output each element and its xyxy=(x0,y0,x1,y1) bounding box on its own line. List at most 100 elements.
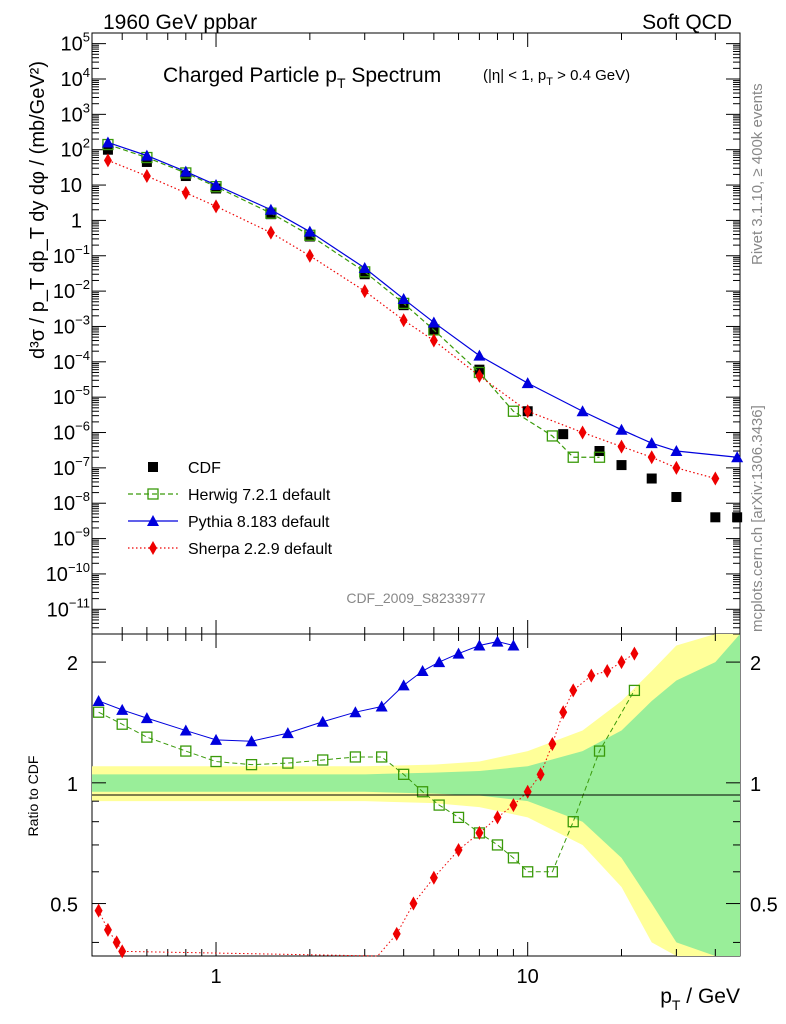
sherpa-point xyxy=(523,404,532,419)
sherpa-ratio-point xyxy=(409,896,418,911)
herwig-point xyxy=(546,430,559,442)
sherpa-ratio-point xyxy=(475,825,484,840)
pythia-ratio-point xyxy=(140,712,153,724)
sherpa-point xyxy=(181,185,190,200)
herwig-ratio-point xyxy=(522,866,534,878)
sherpa-ratio-point xyxy=(509,798,518,813)
plot-title: Charged Particle pT Spectrum xyxy=(163,64,441,91)
sherpa-ratio-point xyxy=(103,922,112,937)
ratio-y-axis-label: Ratio to CDF xyxy=(25,756,41,837)
pythia-ratio-point xyxy=(245,735,258,747)
sherpa-point xyxy=(578,425,587,440)
herwig-ratio-point xyxy=(141,731,153,743)
sherpa-ratio-line xyxy=(98,653,635,957)
pythia-ratio-point xyxy=(433,656,446,668)
pythia-line xyxy=(107,141,738,458)
sherpa-ratio-point xyxy=(587,668,596,683)
y-tick-label: 104 xyxy=(61,65,90,91)
sherpa-point xyxy=(266,225,275,240)
pythia-point xyxy=(645,437,658,449)
cdf-point xyxy=(646,473,657,484)
pythia-point xyxy=(179,165,192,177)
pythia-point xyxy=(210,179,223,191)
ratio-y-tick-label: 1 xyxy=(67,774,78,796)
herwig-ratio-point xyxy=(210,755,222,768)
y-tick-label: 10−8 xyxy=(53,489,90,515)
x-tick-label: 1 xyxy=(210,966,221,988)
herwig-ratio-point xyxy=(452,811,465,824)
y-tick-label: 10−11 xyxy=(47,595,90,621)
pythia-ratio-point xyxy=(491,635,504,647)
herwig-ratio-point xyxy=(92,706,105,718)
pythia-point xyxy=(303,225,316,237)
sherpa-point xyxy=(212,199,221,214)
pythia-ratio-point xyxy=(416,665,429,677)
pythia-ratio-point xyxy=(281,727,294,739)
pythia-ratio-point xyxy=(92,694,105,706)
sherpa-ratio-point xyxy=(559,705,568,720)
pythia-point xyxy=(358,262,371,274)
legend-marker-sherpa xyxy=(149,541,157,555)
pythia-point xyxy=(473,349,486,361)
pythia-ratio-point xyxy=(397,679,410,691)
header-right: Soft QCD xyxy=(642,11,732,34)
y-tick-label: 102 xyxy=(61,136,90,162)
cdf-point xyxy=(671,492,682,503)
cdf-point xyxy=(398,300,409,311)
sherpa-ratio-point xyxy=(630,646,639,661)
cdf-point xyxy=(616,460,627,471)
y-tick-label: 10−7 xyxy=(53,454,90,480)
sherpa-ratio-point xyxy=(569,683,578,698)
herwig-ratio-point xyxy=(567,816,579,828)
pythia-ratio-point xyxy=(116,703,129,715)
sherpa-point xyxy=(475,368,484,383)
herwig-ratio-point xyxy=(507,852,520,864)
sherpa-point xyxy=(617,439,626,454)
herwig-ratio-point xyxy=(433,799,445,811)
herwig-ratio-point xyxy=(349,751,362,763)
legend-marker-herwig xyxy=(147,488,159,500)
pythia-ratio-point xyxy=(452,647,465,659)
analysis-id: CDF_2009_S8233977 xyxy=(346,590,486,606)
herwig-point xyxy=(567,451,579,463)
sherpa-line xyxy=(107,159,716,480)
pythia-ratio-point xyxy=(316,715,329,727)
pythia-point xyxy=(521,377,534,389)
pythia-ratio-point xyxy=(210,733,223,745)
y-tick-label: 10−3 xyxy=(53,312,90,338)
sherpa-point xyxy=(711,471,720,486)
x-axis-label: pT / GeV xyxy=(660,985,740,1013)
herwig-ratio-point xyxy=(376,751,388,763)
sherpa-point xyxy=(305,248,314,263)
cdf-point xyxy=(594,446,605,457)
herwig-ratio-point xyxy=(593,745,606,757)
sherpa-ratio-point xyxy=(112,935,121,950)
pythia-point xyxy=(731,451,744,463)
legend-marker-pythia xyxy=(147,515,159,526)
legend-label-pythia: Pythia 8.183 default xyxy=(188,514,330,531)
y-tick-label: 10−10 xyxy=(46,560,90,586)
cdf-point xyxy=(732,512,743,523)
legend-label-cdf: CDF xyxy=(188,460,221,477)
pythia-point xyxy=(427,316,440,328)
y-tick-label: 10−9 xyxy=(53,525,90,551)
herwig-ratio-point xyxy=(116,718,128,730)
herwig-ratio-point xyxy=(628,684,641,697)
sherpa-ratio-point xyxy=(548,736,557,751)
sherpa-point xyxy=(360,284,369,299)
rivet-label: Rivet 3.1.10, ≥ 400k events xyxy=(749,83,766,265)
axis-ticks: 1 1010−1110−1010−910−810−710−610−510−410−… xyxy=(46,30,778,988)
pythia-ratio-point xyxy=(473,639,486,651)
sherpa-point xyxy=(399,313,408,328)
herwig-ratio-point xyxy=(416,786,429,798)
pythia-point xyxy=(101,136,114,148)
legend: CDF Herwig 7.2.1 default Pythia 8.183 defa… xyxy=(128,460,333,558)
y-tick-label: 10−4 xyxy=(53,348,90,374)
x-tick-label: 10 xyxy=(517,966,539,988)
pythia-ratio-point xyxy=(375,700,388,712)
sherpa-ratio-point xyxy=(454,842,463,857)
pythia-point xyxy=(576,405,589,417)
sherpa-point xyxy=(429,333,438,348)
sherpa-point xyxy=(142,169,151,184)
